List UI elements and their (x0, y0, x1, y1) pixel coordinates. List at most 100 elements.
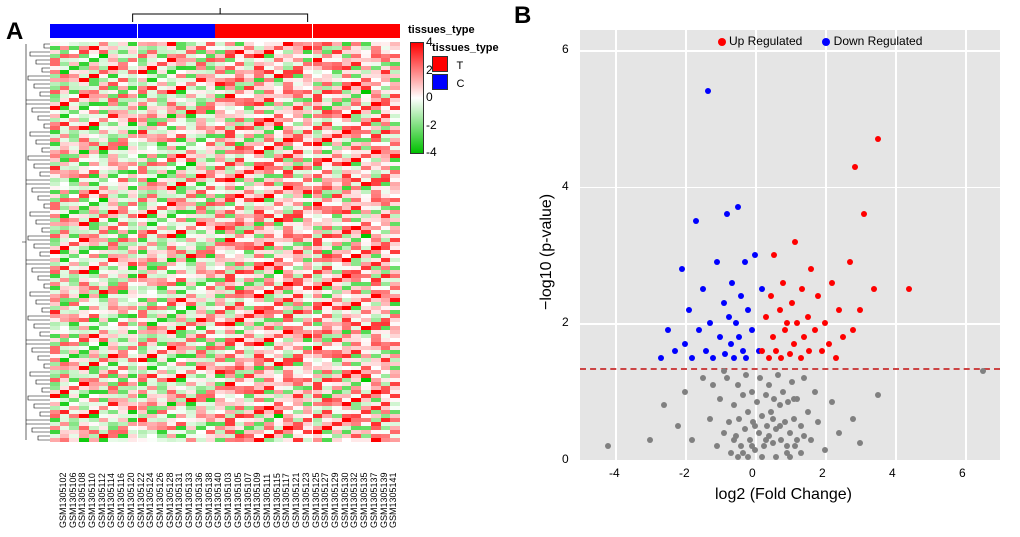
annotation-cell (225, 24, 235, 38)
significance-threshold (580, 368, 1000, 370)
point-down (738, 293, 744, 299)
point-ns (763, 437, 769, 443)
ytick-label: 2 (562, 315, 569, 329)
sample-label: GSM1305121 (291, 472, 301, 528)
annotation-cell (283, 24, 293, 38)
ytick-label: 6 (562, 42, 569, 56)
sample-label: GSM1305120 (126, 472, 136, 528)
point-ns (768, 409, 774, 415)
point-up (840, 334, 846, 340)
point-ns (775, 372, 781, 378)
point-ns (661, 402, 667, 408)
point-ns (784, 443, 790, 449)
point-down (707, 320, 713, 326)
point-up (850, 327, 856, 333)
point-ns (763, 392, 769, 398)
annotation-cell (50, 24, 60, 38)
point-up (789, 300, 795, 306)
point-up (852, 164, 858, 170)
point-down (714, 259, 720, 265)
point-ns (812, 389, 818, 395)
annotation-cell (118, 24, 128, 38)
panel-b-letter: B (514, 2, 531, 30)
point-down (743, 355, 749, 361)
point-ns (770, 440, 776, 446)
legend-dot (822, 38, 830, 46)
sample-label: GSM1305103 (223, 472, 233, 528)
volcano-plot-area (580, 30, 1000, 460)
colorbar-tick: 0 (426, 90, 433, 104)
point-ns (735, 382, 741, 388)
point-ns (798, 423, 804, 429)
annotation-cell (381, 24, 391, 38)
point-ns (782, 419, 788, 425)
volcano-ylabel: −log10 (p-value) (538, 194, 556, 310)
annotation-cell (69, 24, 79, 38)
annotation-cell (186, 24, 196, 38)
sample-label: GSM1305137 (369, 472, 379, 528)
point-ns (857, 440, 863, 446)
point-ns (707, 416, 713, 422)
annotation-bar (50, 24, 400, 38)
point-down (733, 320, 739, 326)
point-down (724, 211, 730, 217)
point-down (689, 355, 695, 361)
annotation-cell (332, 24, 342, 38)
point-up (782, 327, 788, 333)
point-ns (710, 382, 716, 388)
point-down (703, 348, 709, 354)
point-ns (757, 375, 763, 381)
point-ns (766, 382, 772, 388)
point-down (717, 334, 723, 340)
point-ns (745, 409, 751, 415)
point-down (752, 252, 758, 258)
point-down (728, 341, 734, 347)
point-ns (787, 430, 793, 436)
xtick-label: -2 (679, 466, 690, 480)
sample-label: GSM1305117 (281, 473, 291, 528)
annotation-cell (313, 24, 323, 38)
point-down (658, 355, 664, 361)
legend-text: Down Regulated (834, 34, 923, 48)
legend-swatch (432, 56, 448, 72)
annotation-cell (215, 24, 225, 38)
point-up (847, 259, 853, 265)
tissues-legend: tissues_type T C (432, 42, 499, 90)
legend-label: T (456, 60, 463, 72)
point-down (736, 334, 742, 340)
grid-line-v (615, 30, 617, 460)
point-ns (675, 423, 681, 429)
point-up (861, 211, 867, 217)
annotation-cell (60, 24, 70, 38)
point-ns (777, 402, 783, 408)
col-dendrogram (50, 8, 400, 22)
heatmap-body (50, 42, 400, 442)
point-down (710, 355, 716, 361)
sample-label: GSM1305116 (116, 473, 126, 528)
point-up (829, 280, 835, 286)
point-ns (714, 443, 720, 449)
point-ns (829, 399, 835, 405)
annotation-cell (128, 24, 138, 38)
point-down (742, 259, 748, 265)
point-ns (738, 443, 744, 449)
colorbar-title: tissues_type (408, 24, 475, 36)
annotation-cell (361, 24, 371, 38)
annotation-cell (351, 24, 361, 38)
point-ns (731, 402, 737, 408)
grid-line-v (895, 30, 897, 460)
point-down (665, 327, 671, 333)
ytick-label: 0 (562, 452, 569, 466)
point-ns (875, 392, 881, 398)
point-up (805, 314, 811, 320)
point-down (726, 314, 732, 320)
annotation-cell (235, 24, 245, 38)
point-up (836, 307, 842, 313)
point-ns (647, 437, 653, 443)
point-ns (759, 454, 765, 460)
point-ns (721, 368, 727, 374)
sample-label: GSM1305133 (184, 472, 194, 528)
point-ns (745, 454, 751, 460)
grid-line-v (825, 30, 827, 460)
sample-label: GSM1305136 (194, 472, 204, 528)
